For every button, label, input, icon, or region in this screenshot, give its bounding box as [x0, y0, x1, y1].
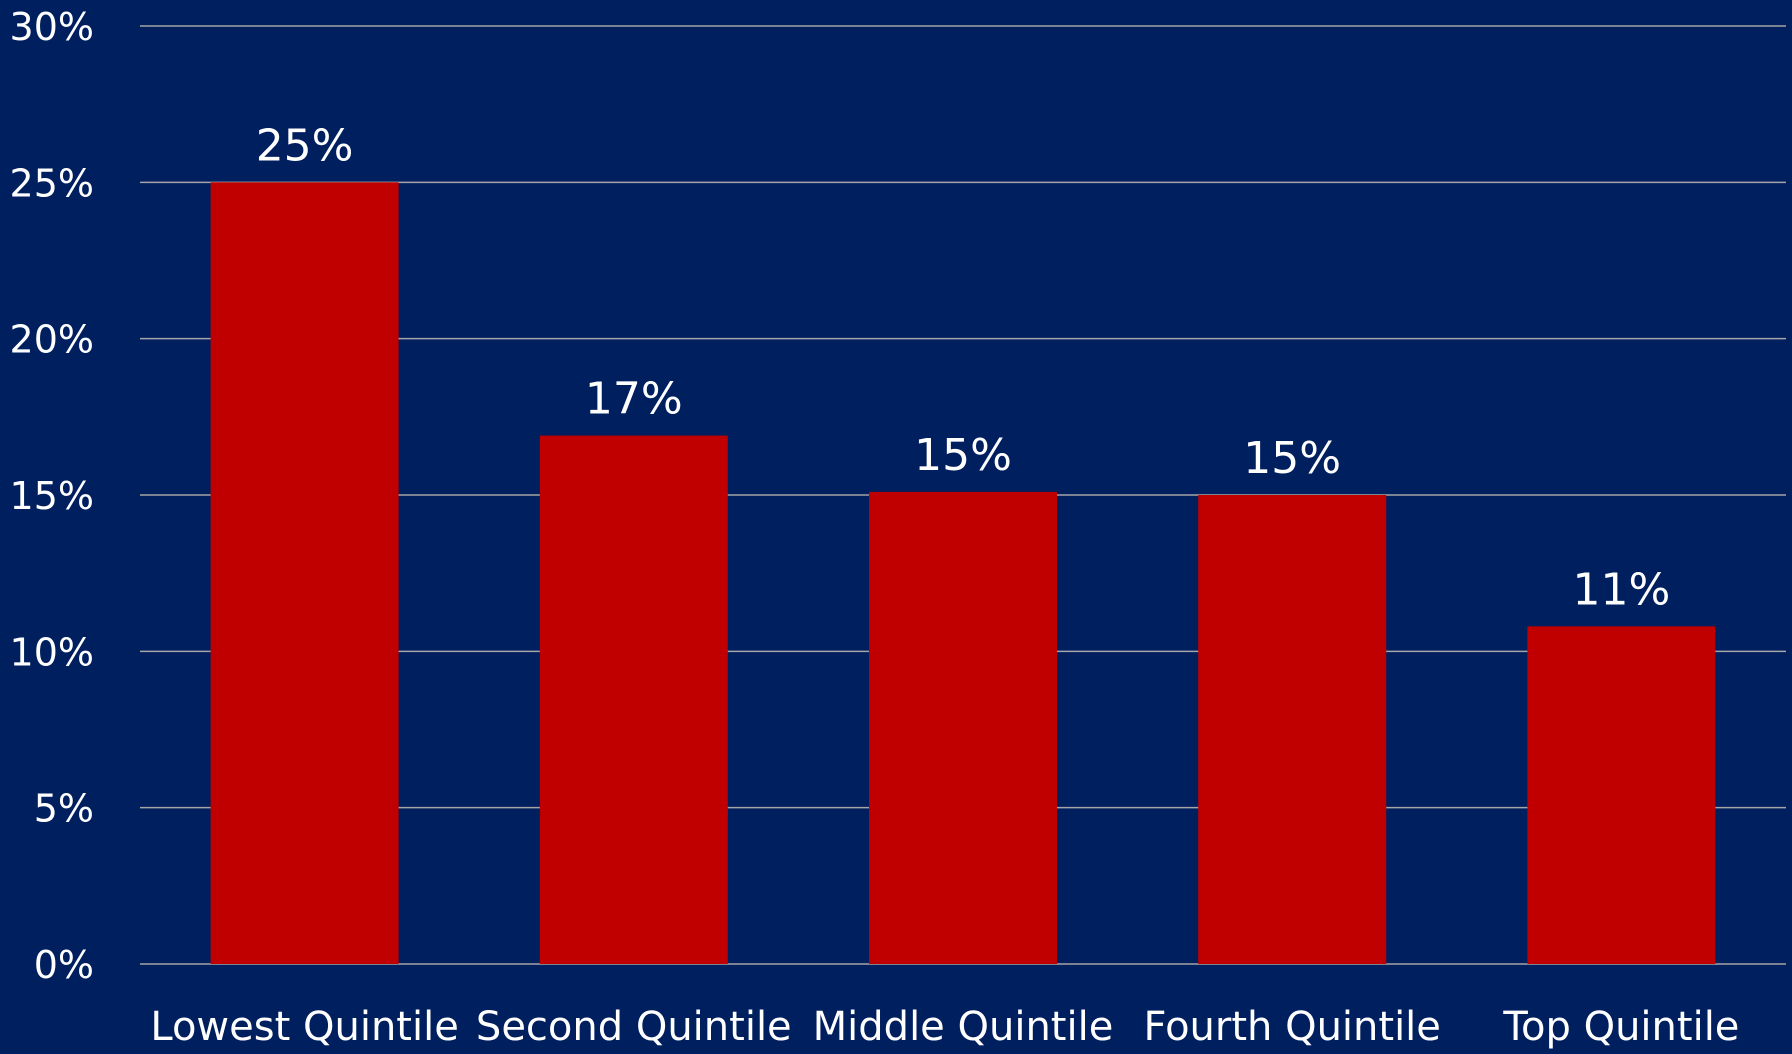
x-tick-label: Second Quintile	[476, 1004, 792, 1049]
bar	[539, 435, 728, 964]
x-axis-category-labels: Lowest Quintile Second Quintile Middle Qui…	[150, 1004, 1739, 1050]
data-labels: 25% 17% 15% 15% 11%	[256, 120, 1671, 615]
data-label: 11%	[1573, 564, 1671, 615]
x-tick-label: Top Quintile	[1502, 1004, 1739, 1049]
data-label: 15%	[1243, 433, 1341, 484]
y-tick-label: 5%	[34, 787, 94, 831]
y-tick-label: 0%	[34, 943, 94, 987]
x-tick-label: Fourth Quintile	[1143, 1004, 1440, 1049]
y-axis-tick-labels: 0% 5% 10% 15% 20% 25% 30%	[10, 5, 94, 987]
y-tick-label: 15%	[10, 474, 94, 518]
bar	[1198, 495, 1387, 964]
y-tick-label: 10%	[10, 630, 94, 674]
y-tick-label: 20%	[10, 318, 94, 362]
data-label: 15%	[914, 430, 1012, 481]
bars	[210, 182, 1716, 965]
y-tick-label: 30%	[10, 5, 94, 49]
y-tick-label: 25%	[10, 161, 94, 205]
x-tick-label: Lowest Quintile	[150, 1004, 458, 1049]
data-label: 17%	[585, 374, 683, 425]
bar	[210, 182, 399, 965]
bar	[1527, 626, 1716, 964]
data-label: 25%	[256, 120, 354, 171]
x-tick-label: Middle Quintile	[813, 1004, 1114, 1049]
bar	[869, 491, 1057, 964]
